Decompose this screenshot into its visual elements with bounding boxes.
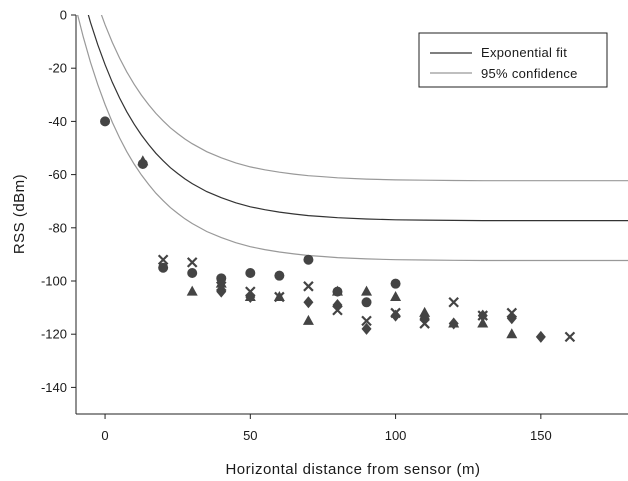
marker-triangle bbox=[331, 285, 343, 296]
marker-cross bbox=[157, 254, 169, 265]
marker-triangle bbox=[302, 314, 314, 325]
legend-label-confidence: 95% confidence bbox=[481, 66, 578, 81]
curve-fit bbox=[87, 15, 628, 222]
marker-cross bbox=[419, 318, 430, 329]
data-points bbox=[100, 116, 576, 343]
x-axis-title: Horizontal distance from sensor (m) bbox=[225, 461, 480, 478]
marker-triangle bbox=[477, 317, 489, 328]
marker-cross bbox=[274, 291, 285, 303]
y-tick-label: -60 bbox=[48, 167, 67, 182]
marker-triangle bbox=[419, 306, 431, 317]
y-tick-label: -20 bbox=[48, 61, 67, 76]
marker-cross bbox=[506, 307, 518, 319]
marker-circle bbox=[100, 116, 111, 127]
legend: Exponential fit 95% confidence bbox=[418, 32, 608, 88]
marker-circle bbox=[303, 254, 314, 265]
x-tick-label: 150 bbox=[530, 428, 552, 443]
curve-lower bbox=[77, 15, 628, 262]
curve-upper bbox=[100, 15, 628, 182]
y-tick-label: -80 bbox=[48, 220, 67, 235]
marker-circle bbox=[158, 262, 169, 273]
marker-cross bbox=[186, 257, 198, 268]
marker-diamond bbox=[535, 330, 546, 343]
marker-triangle bbox=[215, 277, 227, 288]
fit-lines bbox=[77, 15, 628, 262]
marker-triangle bbox=[137, 155, 149, 166]
x-tick-label: 0 bbox=[101, 428, 108, 443]
y-tick-label: -140 bbox=[41, 380, 67, 395]
x-tick-label: 100 bbox=[385, 428, 407, 443]
marker-circle bbox=[361, 297, 372, 308]
marker-circle bbox=[274, 270, 285, 281]
ticks: 0 -20 -40 -60 -80 -100 -120 -140 0 50 100 150 bbox=[41, 8, 552, 444]
y-axis-title: RSS (dBm) bbox=[11, 174, 28, 254]
x-tick-label: 50 bbox=[243, 428, 257, 443]
marker-circle bbox=[245, 268, 256, 279]
marker-cross bbox=[332, 304, 343, 316]
marker-triangle bbox=[361, 285, 373, 296]
marker-cross bbox=[390, 307, 401, 319]
y-tick-label: -120 bbox=[41, 327, 67, 342]
marker-diamond bbox=[303, 296, 314, 309]
marker-circle bbox=[187, 268, 198, 279]
marker-diamond bbox=[361, 322, 372, 335]
marker-triangle bbox=[186, 285, 198, 296]
marker-triangle bbox=[390, 290, 402, 301]
marker-cross bbox=[215, 281, 227, 292]
marker-cross bbox=[448, 297, 459, 308]
legend-box bbox=[418, 32, 608, 88]
marker-cross bbox=[361, 315, 372, 327]
marker-cross bbox=[564, 331, 576, 343]
axes bbox=[75, 15, 628, 415]
marker-cross bbox=[303, 281, 314, 292]
marker-diamond bbox=[448, 317, 459, 330]
y-tick-label: 0 bbox=[60, 8, 67, 23]
marker-triangle bbox=[506, 328, 518, 339]
y-tick-label: -40 bbox=[48, 114, 67, 129]
marker-circle bbox=[390, 278, 401, 289]
marker-cross bbox=[245, 286, 256, 297]
marker-cross bbox=[477, 310, 489, 321]
legend-label-fit: Exponential fit bbox=[481, 45, 567, 60]
y-tick-label: -100 bbox=[41, 274, 67, 289]
marker-diamond bbox=[390, 309, 401, 322]
